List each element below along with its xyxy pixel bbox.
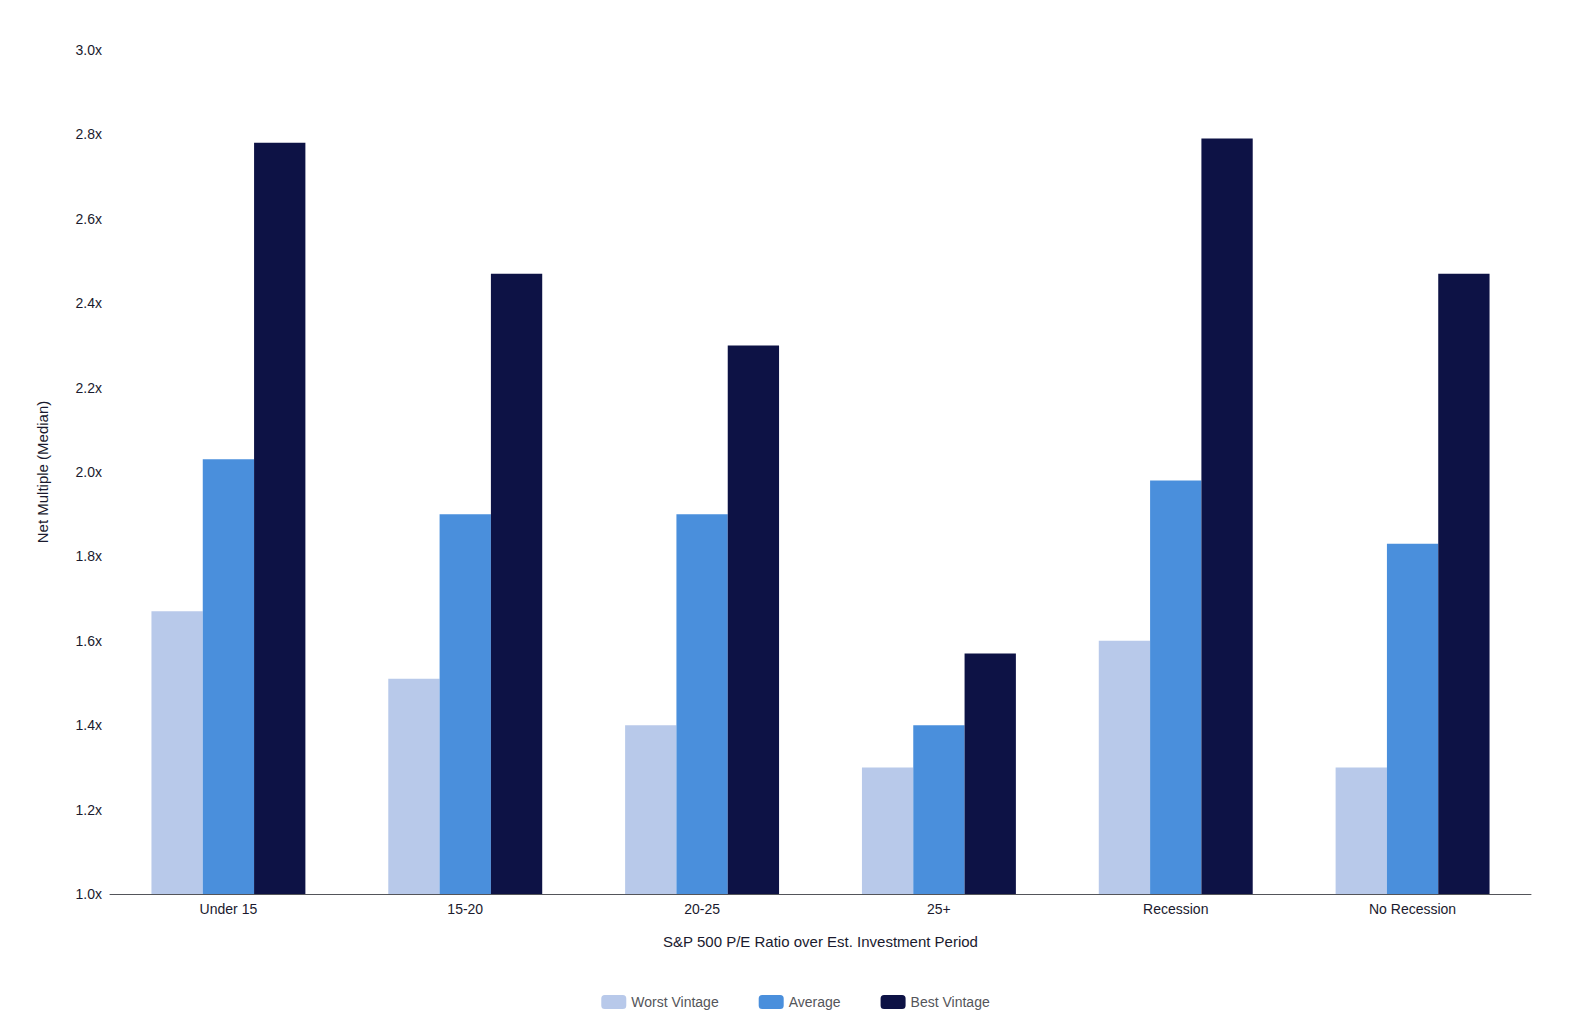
svg-text:2.8x: 2.8x bbox=[76, 126, 102, 142]
svg-text:2.6x: 2.6x bbox=[76, 211, 102, 227]
svg-text:Net Multiple (Median): Net Multiple (Median) bbox=[34, 401, 51, 544]
svg-text:20-25: 20-25 bbox=[684, 901, 720, 917]
svg-text:1.0x: 1.0x bbox=[76, 886, 102, 902]
svg-text:1.2x: 1.2x bbox=[76, 802, 102, 818]
svg-text:Under 15: Under 15 bbox=[200, 901, 258, 917]
svg-text:1.6x: 1.6x bbox=[76, 633, 102, 649]
svg-text:25+: 25+ bbox=[927, 901, 951, 917]
svg-text:Average: Average bbox=[789, 994, 841, 1010]
svg-text:Best Vintage: Best Vintage bbox=[911, 994, 990, 1010]
svg-text:1.4x: 1.4x bbox=[76, 717, 102, 733]
svg-text:S&P 500 P/E Ratio over Est. In: S&P 500 P/E Ratio over Est. Investment P… bbox=[663, 933, 978, 950]
svg-text:3.0x: 3.0x bbox=[76, 42, 102, 58]
svg-text:15-20: 15-20 bbox=[447, 901, 483, 917]
svg-text:Worst Vintage: Worst Vintage bbox=[631, 994, 719, 1010]
svg-text:2.4x: 2.4x bbox=[76, 295, 102, 311]
svg-text:No Recession: No Recession bbox=[1369, 901, 1456, 917]
svg-text:2.2x: 2.2x bbox=[76, 380, 102, 396]
svg-text:2.0x: 2.0x bbox=[76, 464, 102, 480]
svg-text:Recession: Recession bbox=[1143, 901, 1208, 917]
svg-text:1.8x: 1.8x bbox=[76, 548, 102, 564]
